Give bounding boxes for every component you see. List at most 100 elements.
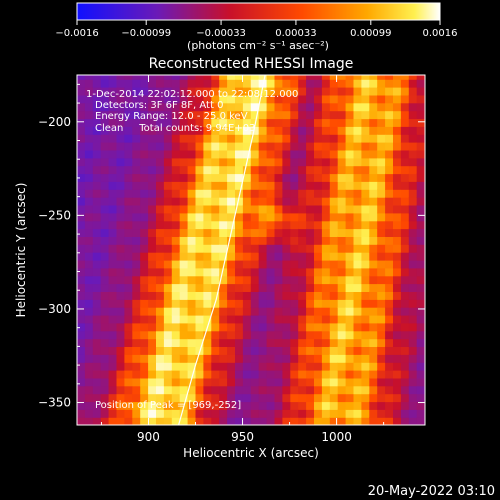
heatmap-cell	[132, 283, 141, 292]
heatmap-cell	[171, 346, 181, 355]
heatmap-cell	[298, 370, 307, 379]
x-axis-ticks	[100, 75, 385, 425]
heatmap-cell	[92, 314, 102, 324]
heatmap-cell	[424, 377, 425, 387]
heatmap-cell	[124, 338, 133, 347]
colorbar-gradient	[76, 2, 441, 21]
heatmap-cell	[337, 370, 347, 379]
heatmap-cell	[400, 385, 410, 395]
heatmap-cell	[227, 110, 236, 120]
heatmap-cell	[179, 370, 189, 379]
heatmap-cell	[258, 197, 268, 206]
heatmap-cell	[84, 173, 94, 182]
heatmap-cell	[321, 204, 331, 214]
heatmap-cell	[227, 346, 236, 355]
heatmap-cell	[140, 236, 149, 245]
heatmap-cell	[416, 385, 425, 395]
heatmap-cell	[219, 181, 228, 190]
heatmap-cell	[156, 409, 165, 418]
heatmap-cell	[250, 259, 260, 269]
heatmap-cell	[195, 118, 204, 127]
heatmap-cell	[179, 346, 189, 355]
heatmap-cell	[377, 236, 386, 245]
heatmap-cell	[179, 275, 189, 285]
heatmap-cell	[393, 259, 402, 269]
heatmap-cell	[274, 401, 283, 410]
heatmap-cell	[171, 228, 181, 237]
heatmap-cell	[393, 149, 402, 159]
heatmap-cell	[132, 102, 141, 112]
heatmap-cell	[306, 142, 315, 151]
heatmap-cell	[337, 417, 347, 425]
heatmap-cell	[140, 370, 149, 379]
heatmap-cell	[163, 385, 173, 395]
heatmap-cell	[369, 220, 378, 230]
heatmap-cell	[321, 236, 331, 245]
heatmap-cell	[92, 338, 102, 347]
heatmap-cell	[156, 118, 165, 127]
heatmap-cell	[84, 142, 94, 151]
heatmap-cell	[416, 149, 425, 159]
heatmap-cell	[282, 299, 291, 308]
heatmap-cell	[393, 283, 402, 292]
heatmap-cell	[77, 354, 86, 363]
heatmap-cell	[298, 87, 307, 96]
heatmap-cell	[290, 181, 299, 190]
heatmap-cell	[282, 228, 291, 237]
heatmap-cell	[100, 102, 110, 112]
heatmap-cell	[258, 149, 268, 159]
heatmap-cell	[345, 149, 355, 159]
heatmap-cell	[148, 75, 157, 80]
heatmap-cell	[124, 259, 133, 269]
heatmap-cell	[235, 142, 244, 151]
heatmap-cell	[171, 385, 181, 395]
heatmap-cell	[84, 409, 94, 418]
heatmap-cell	[369, 228, 378, 237]
heatmap-cell	[274, 142, 283, 151]
heatmap-cell	[274, 212, 283, 222]
heatmap-cell	[361, 322, 370, 332]
heatmap-cell	[227, 275, 236, 285]
heatmap-cell	[337, 362, 347, 371]
heatmap-cell	[321, 314, 331, 324]
heatmap-cell	[377, 212, 386, 222]
heatmap-cell	[337, 212, 347, 222]
heatmap-cell	[298, 126, 307, 135]
heatmap-cell	[242, 126, 252, 135]
heatmap-cell	[329, 197, 339, 206]
heatmap-cell	[171, 259, 181, 269]
heatmap-cell	[163, 236, 173, 245]
heatmap-cell	[187, 252, 197, 261]
heatmap-cell	[140, 204, 149, 214]
heatmap-cell	[77, 118, 86, 127]
heatmap-cell	[377, 244, 386, 253]
heatmap-cell	[227, 362, 236, 371]
heatmap-cell	[408, 94, 418, 104]
heatmap-area	[77, 75, 425, 425]
heatmap-cell	[132, 362, 141, 371]
x-tick-label: 900	[137, 430, 160, 444]
heatmap-cell	[132, 252, 141, 261]
heatmap-cell	[353, 79, 362, 88]
heatmap-cell	[116, 362, 125, 371]
heatmap-cell	[235, 149, 244, 159]
heatmap-cell	[227, 370, 236, 379]
heatmap-cell	[124, 94, 133, 104]
heatmap-cell	[108, 220, 118, 230]
heatmap-cell	[266, 267, 276, 277]
heatmap-cell	[203, 377, 212, 387]
heatmap-cell	[195, 228, 204, 237]
heatmap-cell	[195, 204, 204, 214]
heatmap-cell	[92, 142, 102, 151]
heatmap-cell	[345, 299, 355, 308]
heatmap-cell	[124, 228, 133, 237]
heatmap-cell	[274, 314, 283, 324]
heatmap-cell	[306, 204, 315, 214]
heatmap-cell	[195, 75, 204, 80]
heatmap-cell	[156, 79, 165, 88]
heatmap-cell	[163, 220, 173, 230]
heatmap-cell	[400, 204, 410, 214]
heatmap-cell	[179, 134, 189, 143]
heatmap-cell	[132, 244, 141, 253]
